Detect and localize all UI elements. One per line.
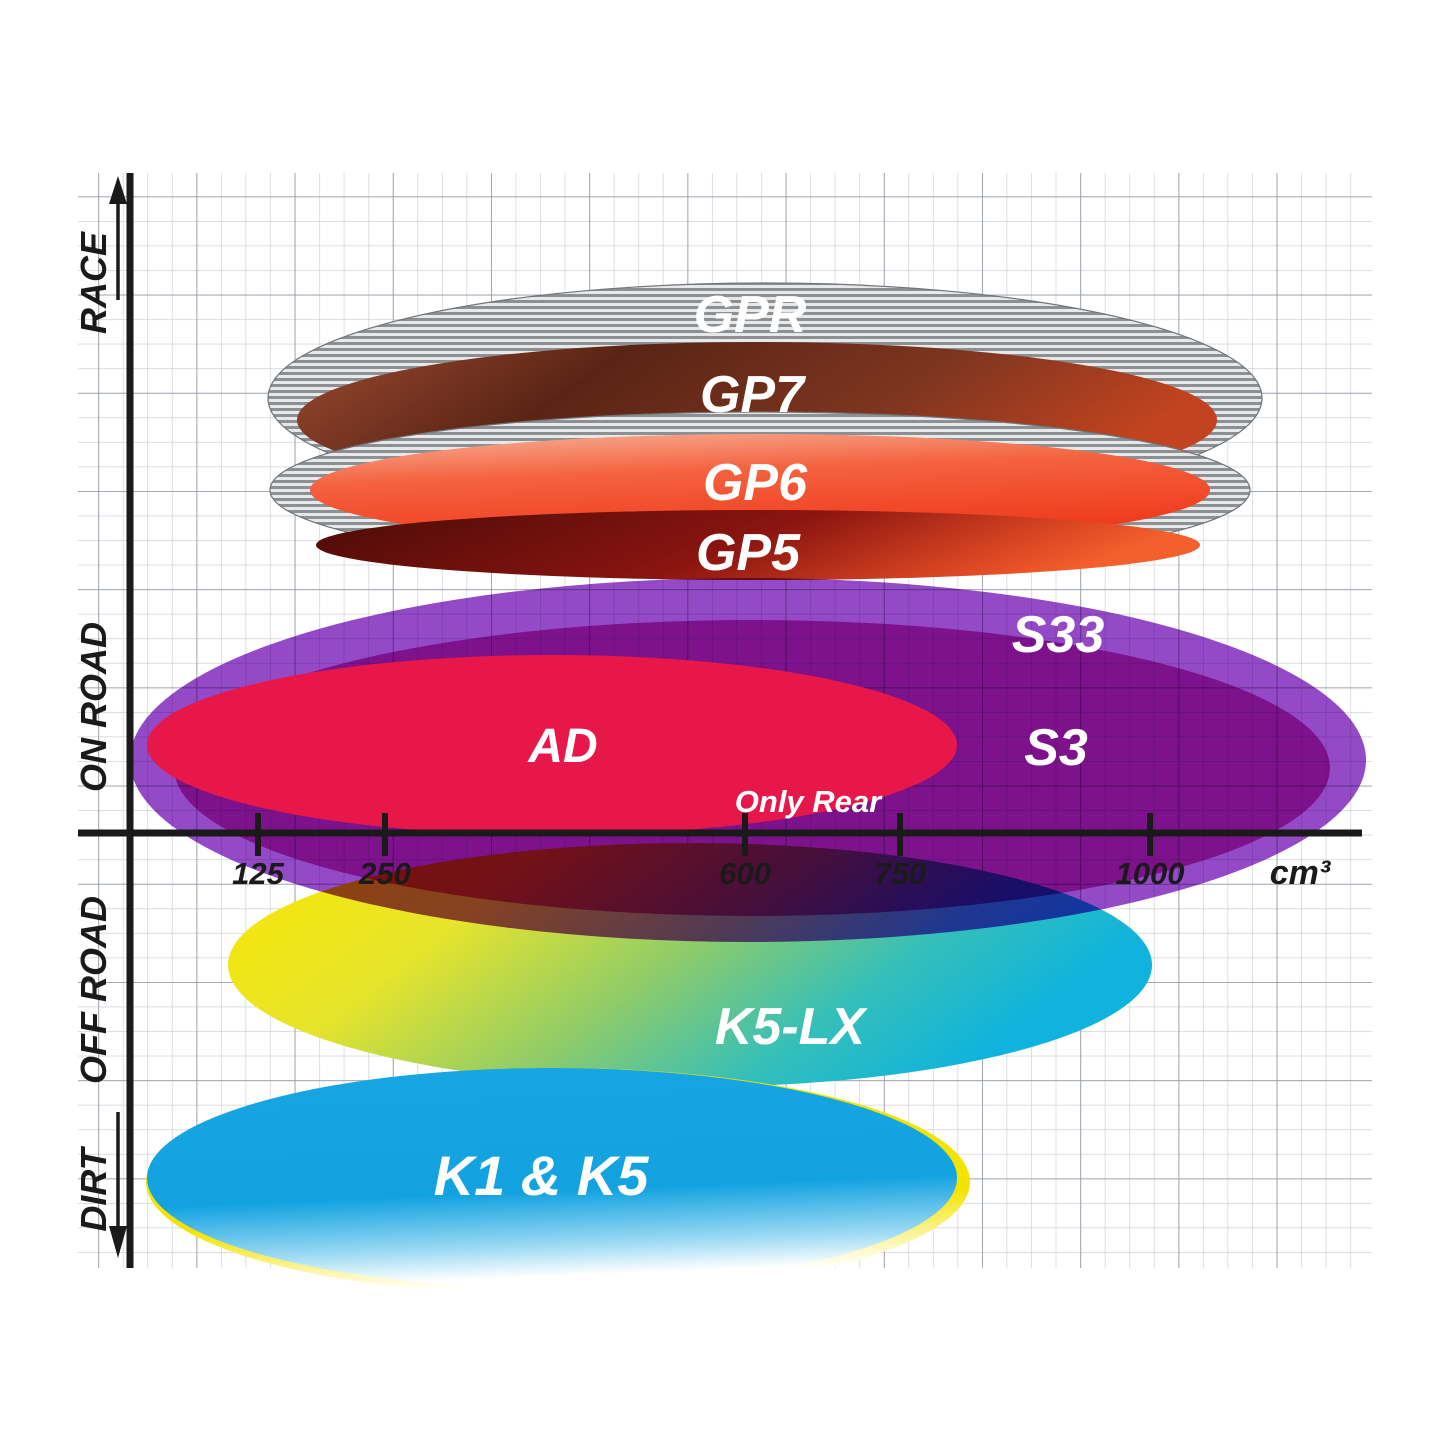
series-gp5 xyxy=(316,510,1200,580)
x-tick-labels: 125 250 600 750 1000 xyxy=(232,856,1184,891)
series-labels: GPR GP7 GP6 GP5 S33 S3 AD K5-LX K1 & K5 xyxy=(434,286,1105,1207)
y-axis-label-on-road: ON ROAD xyxy=(73,622,114,792)
y-axis-label-dirt: DIRT xyxy=(73,1145,114,1231)
series-label-ad: AD xyxy=(527,720,597,773)
series-label-s3: S3 xyxy=(1024,719,1088,777)
x-tick-label-1000: 1000 xyxy=(1116,856,1185,891)
y-axis-label-race: RACE xyxy=(73,231,114,334)
series-k1k5 xyxy=(146,1068,970,1296)
x-tick-label-250: 250 xyxy=(358,856,411,891)
x-tick-label-600: 600 xyxy=(719,856,771,891)
series-label-k1k5: K1 & K5 xyxy=(434,1144,650,1207)
series-label-s33: S33 xyxy=(1012,606,1105,664)
axes xyxy=(78,173,1362,1268)
annotation-only-rear: Only Rear xyxy=(735,784,883,819)
x-axis-unit-label: cm³ xyxy=(1270,854,1332,892)
x-axis-ticks xyxy=(255,813,1153,856)
plot-shapes xyxy=(130,282,1366,1296)
series-label-gp7: GP7 xyxy=(700,366,806,424)
x-tick-label-750: 750 xyxy=(874,856,926,891)
y-axis-labels: RACE ON ROAD OFF ROAD DIRT xyxy=(73,231,114,1232)
race-arrow-icon xyxy=(109,176,127,300)
x-tick-label-125: 125 xyxy=(232,856,284,891)
y-axis-label-off-road: OFF ROAD xyxy=(73,896,114,1084)
dirt-arrow-icon xyxy=(109,1112,127,1258)
series-label-gp5: GP5 xyxy=(696,524,801,582)
series-ad xyxy=(147,655,957,835)
series-label-k5lx: K5-LX xyxy=(715,998,869,1056)
series-label-gp6: GP6 xyxy=(703,454,808,512)
series-label-gpr: GPR xyxy=(694,286,807,344)
